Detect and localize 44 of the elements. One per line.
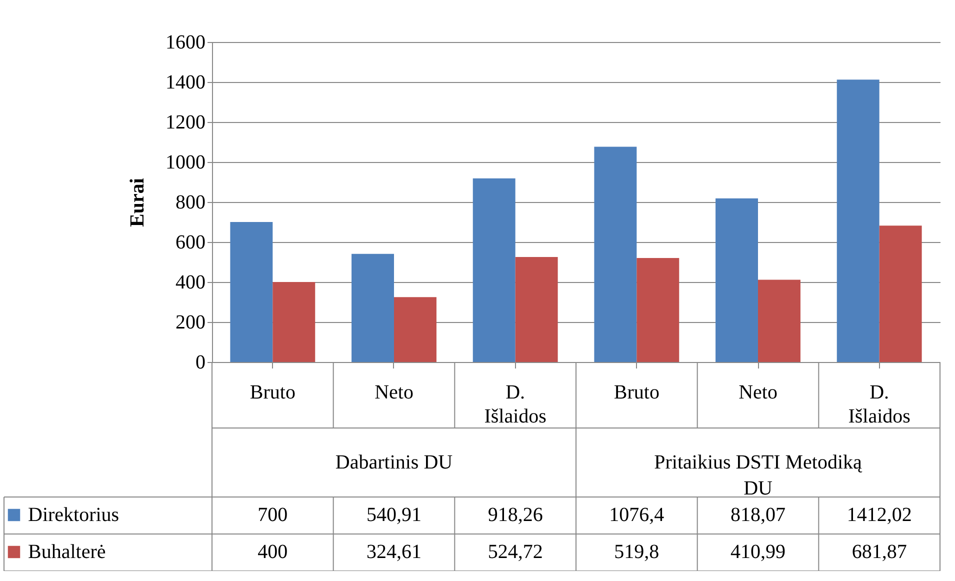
y-tick-label: 1000 [166, 152, 206, 174]
legend-label: Buhalterė [28, 541, 106, 563]
bar [758, 280, 800, 362]
y-tick-label: 0 [196, 352, 206, 374]
y-tick-label: 400 [176, 272, 206, 294]
data-label: 1076,4 [609, 504, 664, 526]
text: Pritaikius DSTI Metodiką DU [654, 452, 864, 500]
y-tick-label: 600 [176, 232, 206, 254]
bar [352, 254, 394, 362]
text: Dabartinis DU [335, 452, 454, 474]
y-axis-title: Eurai [126, 178, 148, 227]
data-label: 519,8 [614, 541, 660, 563]
bar [472, 178, 516, 362]
bar [836, 80, 880, 362]
y-tick-label: 200 [176, 312, 206, 334]
y-tick-label: 1600 [166, 32, 206, 54]
bar [594, 146, 637, 362]
x-tick-label: Neto [738, 382, 778, 404]
data-label: 410,99 [730, 541, 786, 563]
data-label: 700 [258, 504, 288, 526]
bar [394, 297, 436, 362]
legend-label: Direktorius [28, 504, 120, 526]
x-tick-label: Bruto [250, 382, 296, 404]
x-tick-label: D. Išlaidos [848, 382, 911, 428]
data-label: 324,61 [366, 541, 422, 563]
x-tick-label: D. Išlaidos [484, 382, 547, 428]
data-label: 1412,02 [846, 504, 912, 526]
data-label: 400 [258, 541, 288, 563]
x-tick-label: Neto [374, 382, 414, 404]
bar [879, 226, 922, 362]
data-label: 540,91 [366, 504, 422, 526]
y-tick-label: 1200 [166, 112, 206, 134]
bar [636, 258, 680, 362]
data-label: 681,87 [852, 541, 907, 563]
data-label: 524,72 [488, 541, 543, 563]
bar [230, 222, 273, 362]
data-label: 918,26 [488, 504, 543, 526]
x-tick-label: Bruto [614, 382, 660, 404]
bar [716, 198, 758, 362]
bar [272, 282, 316, 362]
data-label: 818,07 [730, 504, 786, 526]
y-tick-label: 1400 [166, 72, 206, 94]
y-tick-label: 800 [176, 192, 206, 214]
bar [515, 257, 558, 362]
